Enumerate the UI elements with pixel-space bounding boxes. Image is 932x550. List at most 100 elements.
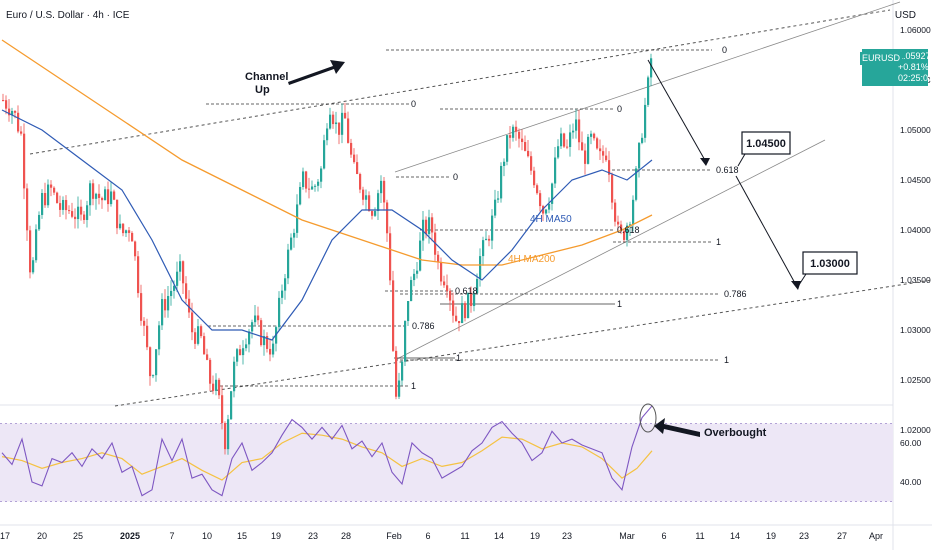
candle-body bbox=[215, 379, 218, 391]
candle-body bbox=[341, 112, 344, 135]
candle-body bbox=[527, 150, 530, 157]
x-tick-label: 11 bbox=[695, 531, 704, 541]
candle-body bbox=[404, 321, 407, 362]
channel-label-2: Up bbox=[255, 84, 270, 96]
candle-body bbox=[191, 312, 194, 333]
x-tick-label: Feb bbox=[386, 531, 402, 541]
x-tick-label: 7 bbox=[169, 531, 174, 541]
candle-body bbox=[167, 296, 170, 311]
ma50-line bbox=[1, 109, 653, 341]
candle-body bbox=[368, 195, 371, 212]
fib-level-label: 1 bbox=[411, 381, 416, 391]
candle-body bbox=[425, 219, 428, 235]
candle-body bbox=[47, 184, 50, 206]
x-tick-label: 14 bbox=[730, 531, 740, 541]
candle-body bbox=[314, 185, 317, 187]
candle-body bbox=[128, 230, 131, 233]
candle-body bbox=[353, 154, 356, 163]
overbought-circle bbox=[639, 403, 657, 433]
candle-body bbox=[254, 315, 257, 323]
candle-body bbox=[206, 354, 209, 360]
price-badge: EURUSD 1.05927 +0.81% 02:25:07 bbox=[860, 49, 932, 86]
x-tick-label: 19 bbox=[530, 531, 540, 541]
y-tick-label: 1.03500 bbox=[900, 275, 931, 285]
candle-body bbox=[557, 146, 560, 158]
candle-body bbox=[539, 193, 542, 207]
candle-body bbox=[26, 188, 29, 231]
candle-body bbox=[449, 290, 452, 301]
candle-body bbox=[554, 157, 557, 184]
fib-level-label: 1 bbox=[456, 353, 461, 363]
inner-channel-lower bbox=[394, 139, 826, 361]
candle-body bbox=[104, 189, 107, 201]
currency-label: USD bbox=[894, 10, 916, 21]
x-tick-label: 14 bbox=[494, 531, 504, 541]
candle-body bbox=[77, 206, 80, 220]
candle-body bbox=[437, 254, 440, 263]
rsi-band bbox=[0, 423, 893, 502]
candle-body bbox=[440, 262, 443, 282]
candle-body bbox=[359, 174, 362, 190]
candle-body bbox=[410, 280, 413, 302]
candle-body bbox=[293, 232, 296, 238]
fib-level-label: 0.786 bbox=[724, 289, 747, 299]
candle-body bbox=[83, 214, 86, 220]
projection-arrow-1 bbox=[700, 158, 710, 166]
channel-upper-line bbox=[29, 9, 891, 155]
y-tick-label: 1.05000 bbox=[900, 125, 931, 135]
candle-body bbox=[476, 278, 479, 294]
candle-body bbox=[644, 104, 647, 138]
candle-body bbox=[263, 336, 266, 346]
candle-body bbox=[266, 336, 269, 349]
candle-body bbox=[587, 136, 590, 164]
candle-body bbox=[647, 77, 650, 105]
x-tick-label: 23 bbox=[308, 531, 318, 541]
fib-level-label: 0 bbox=[411, 99, 416, 109]
candle-body bbox=[281, 290, 284, 298]
candle-body bbox=[95, 193, 98, 199]
candle-body bbox=[224, 423, 227, 450]
candle-body bbox=[542, 206, 545, 214]
candle-body bbox=[497, 198, 500, 200]
candle-body bbox=[53, 187, 56, 193]
candles-group bbox=[2, 53, 653, 455]
candle-body bbox=[614, 202, 617, 222]
candle-body bbox=[584, 150, 587, 164]
candle-body bbox=[356, 162, 359, 175]
candle-body bbox=[2, 100, 5, 101]
candle-body bbox=[413, 273, 416, 281]
candle-body bbox=[422, 219, 425, 241]
y-tick-label: 1.03000 bbox=[900, 325, 931, 335]
badge-price: 1.05927 bbox=[898, 51, 931, 61]
fib-level-label: 1 bbox=[724, 355, 729, 365]
candle-body bbox=[122, 223, 125, 234]
candle-body bbox=[377, 193, 380, 212]
candle-body bbox=[470, 292, 473, 307]
candle-body bbox=[596, 138, 599, 149]
candle-body bbox=[212, 383, 215, 391]
x-tick-label: Mar bbox=[619, 531, 635, 541]
candle-body bbox=[125, 230, 128, 234]
candle-body bbox=[350, 142, 353, 155]
candle-body bbox=[371, 211, 374, 216]
candle-body bbox=[221, 395, 224, 424]
candle-body bbox=[590, 133, 593, 137]
ma200-line bbox=[1, 39, 653, 266]
badge-change: +0.81% bbox=[898, 62, 929, 72]
candle-body bbox=[431, 217, 434, 233]
x-tick-label: 6 bbox=[425, 531, 430, 541]
rsi-line bbox=[1, 405, 653, 497]
target-2-label: 1.03000 bbox=[810, 258, 850, 270]
y-tick-label: 1.04500 bbox=[900, 175, 931, 185]
x-tick-label: 15 bbox=[237, 531, 247, 541]
candle-body bbox=[101, 197, 104, 201]
candle-body bbox=[116, 199, 119, 229]
candle-body bbox=[296, 204, 299, 233]
candle-body bbox=[389, 233, 392, 281]
candle-body bbox=[248, 331, 251, 345]
candle-body bbox=[491, 215, 494, 241]
candle-body bbox=[257, 315, 260, 321]
candle-body bbox=[89, 183, 92, 206]
candle-body bbox=[86, 205, 89, 220]
